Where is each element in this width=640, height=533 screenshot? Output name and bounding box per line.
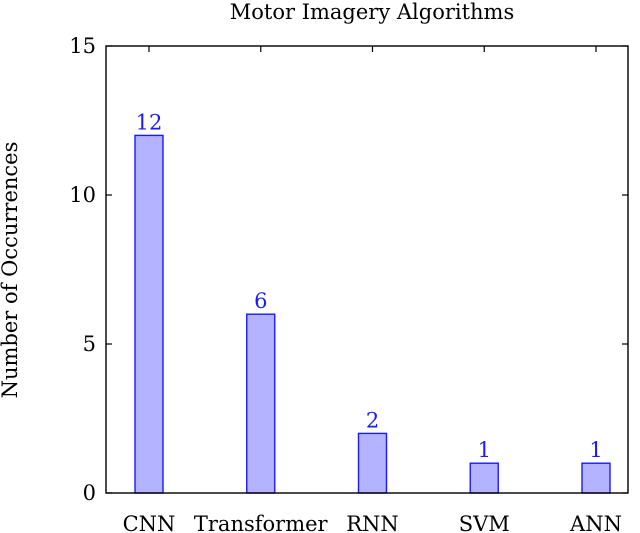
y-tick-label: 5 — [83, 332, 96, 356]
y-tick-label: 10 — [69, 183, 96, 207]
y-tick-label: 15 — [69, 34, 96, 58]
bar-rnn — [357, 432, 388, 494]
bars — [134, 134, 611, 494]
y-tick-label: 0 — [83, 481, 96, 505]
data-label: 2 — [366, 408, 379, 432]
labels: 0 5 10 15 12 CNN 6 Transformer 2 RNN 1 SVM 1 ANN — [69, 34, 622, 533]
x-category-label: SVM — [459, 512, 510, 533]
bar-svm — [469, 462, 499, 494]
chart-title: Motor Imagery Algorithms — [230, 0, 515, 24]
data-label: 1 — [589, 438, 602, 462]
x-category-label: ANN — [569, 512, 622, 533]
data-label: 1 — [478, 438, 491, 462]
bar-ann — [581, 462, 611, 494]
data-label: 12 — [136, 110, 163, 134]
plot-area-frame — [105, 45, 629, 494]
x-category-label: Transformer — [194, 512, 329, 533]
bar-cnn — [134, 134, 164, 494]
x-category-label: RNN — [346, 512, 399, 533]
data-label: 6 — [254, 289, 267, 313]
y-axis-title: Number of Occurrences — [0, 142, 22, 399]
bar-transformer — [246, 313, 276, 494]
x-category-label: CNN — [123, 512, 176, 533]
